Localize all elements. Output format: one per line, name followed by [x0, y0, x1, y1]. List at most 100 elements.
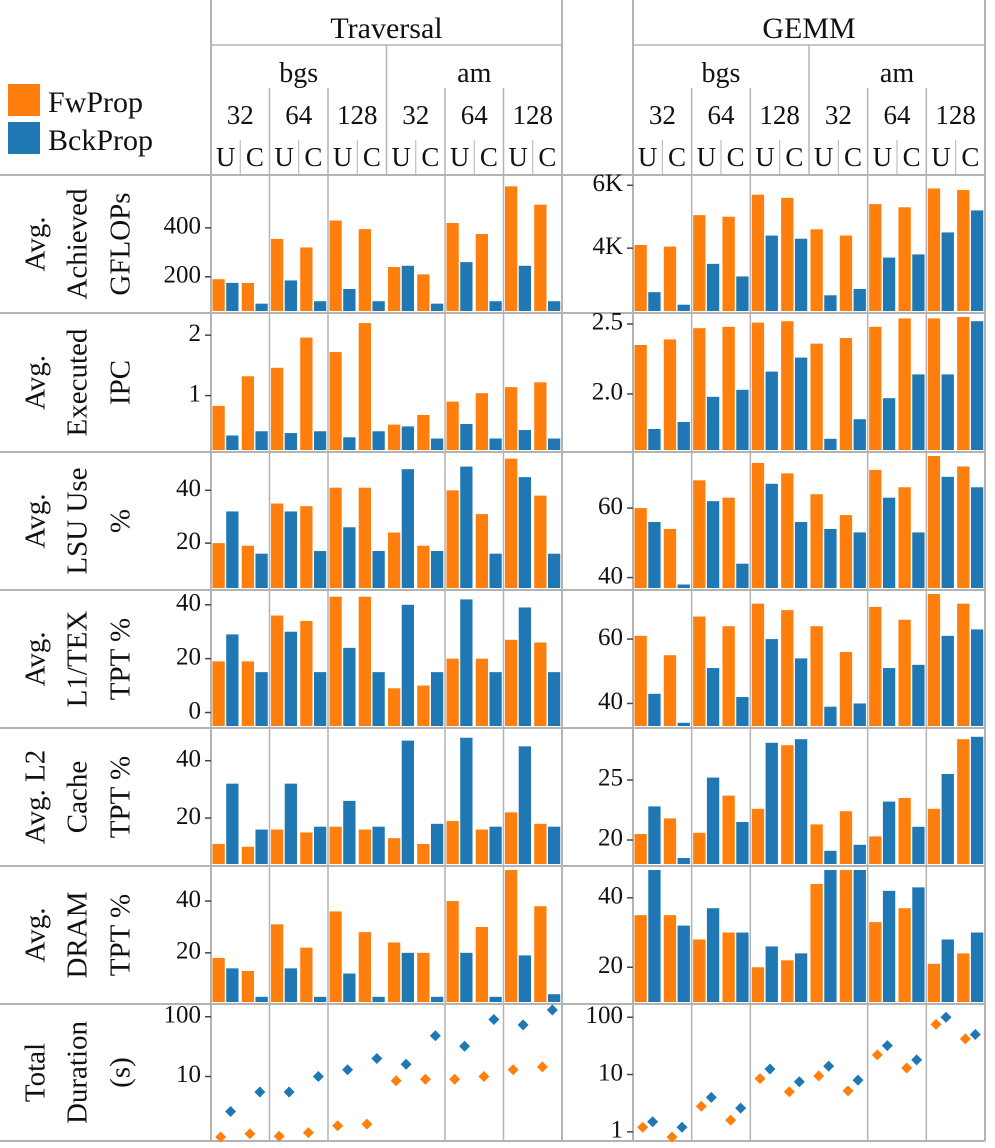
bckprop-bar [794, 238, 808, 311]
bckprop-bar [706, 263, 720, 311]
fwprop-bar [241, 661, 254, 726]
mode-label: U [508, 142, 528, 172]
mode-label: U [274, 142, 294, 172]
row-label-line: Achieved [62, 188, 94, 300]
fwprop-bar [957, 603, 970, 726]
bckprop-bar [794, 739, 808, 864]
row-label-line: Avg. [20, 216, 52, 271]
bckprop-bar [970, 629, 984, 726]
fwprop-bar [722, 626, 735, 726]
y-tick-label: 400 [164, 213, 202, 240]
fwprop-bar [839, 338, 853, 450]
bckprop-bar [941, 232, 954, 311]
fwprop-bar [898, 798, 911, 864]
fwprop-bar [810, 883, 823, 1002]
batch-size-label: 64 [461, 100, 489, 130]
fwprop-bar [693, 939, 706, 1002]
y-tick-label: 10 [176, 1061, 201, 1088]
fwprop-bar [329, 352, 342, 450]
row-label-line: Executed [62, 328, 94, 436]
row-label-line: Avg. [20, 907, 52, 962]
fwprop-bar [898, 908, 911, 1002]
mode-label: U [450, 142, 470, 172]
fwprop-bar [446, 901, 459, 1002]
fwprop-bar [751, 967, 765, 1002]
bckprop-point [283, 1086, 295, 1098]
y-tick-label: 40 [176, 745, 201, 772]
bckprop-bar [255, 303, 268, 311]
y-tick-label: 40 [598, 688, 623, 715]
batch-size-label: 64 [884, 100, 912, 130]
bckprop-bar [970, 932, 984, 1002]
bckprop-point [735, 1102, 747, 1114]
fwprop-bar [300, 947, 313, 1002]
fwprop-bar [663, 655, 677, 726]
fwprop-point [930, 1018, 942, 1030]
fwprop-bar [810, 494, 823, 588]
fwprop-bar [446, 658, 459, 726]
row-label-line: Avg. [20, 355, 52, 410]
bckprop-point [342, 1064, 354, 1076]
fwprop-bar [387, 838, 401, 864]
fwprop-bar [634, 508, 647, 588]
bckprop-bar [736, 697, 749, 726]
fwprop-bar [663, 246, 677, 311]
bckprop-bar [765, 639, 778, 726]
y-tick-label: 0 [189, 697, 202, 724]
bckprop-bar [372, 826, 385, 864]
fwprop-bar [534, 495, 547, 588]
bckprop-bar [706, 501, 720, 588]
bckprop-point [940, 1011, 952, 1023]
bckprop-bar [489, 672, 502, 726]
fwprop-bar [751, 603, 765, 726]
bckprop-bar [648, 806, 661, 864]
bckprop-bar [343, 527, 356, 588]
bckprop-point [793, 1076, 805, 1088]
fwprop-bar [475, 829, 488, 864]
fwprop-bar [387, 424, 401, 450]
fwprop-point [273, 1130, 285, 1142]
bckprop-bar [284, 631, 297, 726]
fwprop-bar [358, 323, 371, 450]
y-tick-label: 20 [176, 528, 201, 555]
fwprop-point [666, 1131, 678, 1143]
batch-size-label: 128 [759, 100, 800, 130]
y-tick-label: 20 [598, 952, 623, 979]
y-tick-label: 60 [598, 493, 623, 520]
fwprop-bar [810, 343, 823, 450]
fwprop-bar [446, 223, 459, 311]
y-tick-label: 4K [592, 233, 623, 260]
y-tick-label: 40 [598, 883, 623, 910]
bckprop-bar [648, 429, 661, 450]
bckprop-bar [343, 437, 356, 450]
fwprop-bar [810, 626, 823, 726]
bckprop-bar [970, 321, 984, 450]
fwprop-bar [241, 970, 254, 1002]
dataset-label: bgs [279, 58, 318, 89]
fwprop-bar [475, 658, 488, 726]
fwprop-bar [751, 322, 765, 450]
fwprop-bar [241, 376, 254, 450]
fwprop-bar [300, 506, 313, 588]
fwprop-bar [446, 490, 459, 588]
bckprop-bar [941, 939, 954, 1002]
fwprop-point [332, 1120, 344, 1132]
bckprop-bar [313, 826, 327, 864]
bckprop-bar [547, 826, 561, 864]
bckprop-bar [853, 289, 866, 311]
fwprop-bar [475, 234, 488, 311]
bckprop-bar [736, 932, 749, 1002]
fwprop-bar [927, 594, 941, 726]
bckprop-bar [460, 952, 473, 1002]
bckprop-bar [226, 634, 239, 726]
fwprop-bar [722, 326, 735, 450]
fwprop-bar [869, 922, 882, 1002]
bckprop-point [517, 1019, 529, 1031]
y-tick-label: 40 [176, 590, 201, 617]
panel-title: Traversal [330, 12, 442, 45]
bckprop-bar [853, 419, 866, 450]
y-tick-label: 40 [176, 886, 201, 913]
row-label-line: L1/TEX [62, 611, 94, 708]
fwprop-point [783, 1086, 795, 1098]
fwprop-bar [839, 811, 853, 864]
